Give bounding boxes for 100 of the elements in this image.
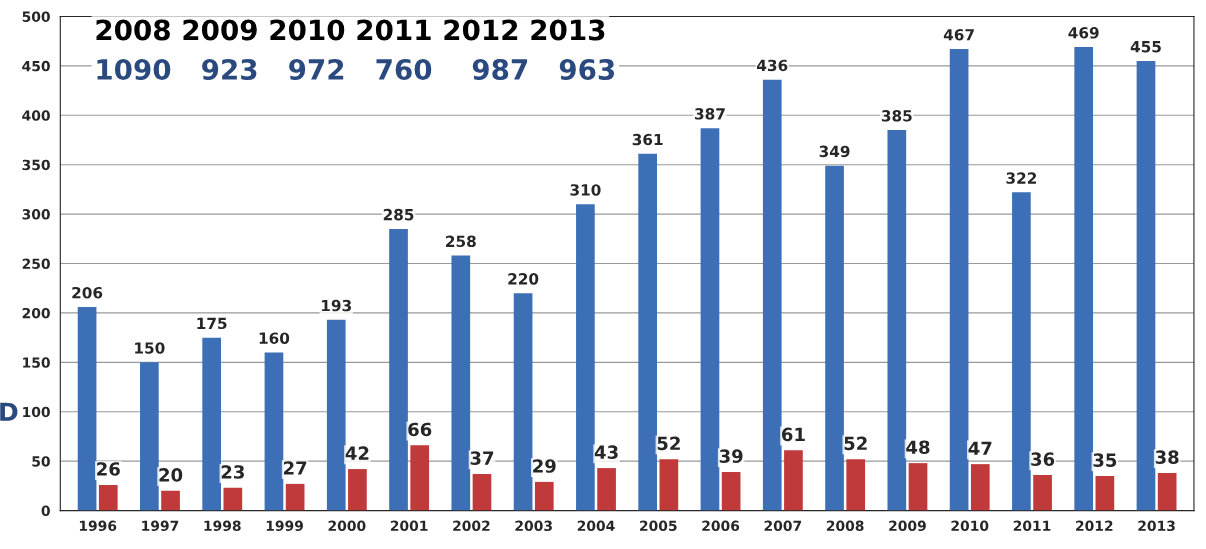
x-tick-label: 2007 xyxy=(764,520,802,532)
bar xyxy=(700,128,720,511)
bar xyxy=(1095,475,1115,511)
bar xyxy=(1074,47,1094,511)
x-tick-label: 2005 xyxy=(640,520,677,532)
data-label: 160 xyxy=(259,332,290,344)
bar xyxy=(513,293,533,511)
data-label: 47 xyxy=(968,441,992,455)
x-tick-label: 2003 xyxy=(515,520,552,532)
bar xyxy=(451,255,471,511)
bar xyxy=(202,337,221,511)
bar xyxy=(264,352,284,511)
data-label: 43 xyxy=(594,445,618,460)
bar xyxy=(1012,192,1031,511)
bar xyxy=(1157,473,1177,511)
x-tick-label: 2006 xyxy=(702,520,740,532)
bar xyxy=(472,474,492,511)
bar xyxy=(534,481,554,511)
y-tick-label: 400 xyxy=(22,110,50,121)
bar xyxy=(825,165,844,511)
bar xyxy=(846,459,866,511)
bar xyxy=(638,153,658,511)
bar xyxy=(949,49,969,511)
text: D xyxy=(0,402,18,421)
x-tick-label: 2000 xyxy=(328,520,366,532)
data-label: 37 xyxy=(470,451,494,465)
data-label: 27 xyxy=(283,461,307,475)
data-label: 39 xyxy=(719,449,743,463)
bar xyxy=(721,472,741,511)
data-label: 258 xyxy=(446,235,476,248)
x-tick-label: 1999 xyxy=(266,520,303,532)
data-label: 42 xyxy=(345,446,369,460)
x-tick-label: 1997 xyxy=(142,520,179,532)
bar xyxy=(970,464,990,511)
bar xyxy=(77,307,97,511)
data-label: 66 xyxy=(408,422,432,437)
bar xyxy=(140,362,159,511)
data-label: 20 xyxy=(159,468,183,482)
data-label: 455 xyxy=(1130,41,1161,53)
data-label: 23 xyxy=(221,465,244,479)
x-tick-label: 2004 xyxy=(577,520,615,532)
bar xyxy=(348,469,367,511)
y-tick-label: 250 xyxy=(22,258,50,269)
x-tick-label: 2002 xyxy=(453,520,490,532)
data-label: 436 xyxy=(756,59,788,72)
data-label: 322 xyxy=(1006,172,1037,184)
bar xyxy=(285,483,305,511)
data-label: 220 xyxy=(508,273,539,285)
y-tick-label: 150 xyxy=(23,357,50,368)
data-label: 361 xyxy=(632,133,663,146)
y-tick-label: 50 xyxy=(32,456,50,467)
bar xyxy=(659,459,679,511)
x-tick-label: 2009 xyxy=(889,520,926,532)
x-tick-label: 1998 xyxy=(204,520,241,532)
data-label: 38 xyxy=(1155,450,1179,464)
data-label: 48 xyxy=(906,440,930,455)
bar xyxy=(597,468,616,511)
bar xyxy=(908,463,928,511)
data-label: 35 xyxy=(1093,453,1117,467)
y-tick-label: 100 xyxy=(23,406,50,418)
y-tick-label: 500 xyxy=(22,11,50,22)
y-tick-label: 350 xyxy=(22,159,50,171)
x-tick-label: 2013 xyxy=(1138,520,1175,532)
data-label: 469 xyxy=(1068,27,1099,39)
data-label: 26 xyxy=(97,462,120,476)
data-label: 385 xyxy=(881,110,912,122)
data-label: 285 xyxy=(383,208,414,221)
bar xyxy=(410,445,430,511)
data-label: 206 xyxy=(72,286,103,299)
data-label: 52 xyxy=(844,436,867,451)
data-label: 193 xyxy=(322,299,351,312)
bar xyxy=(1033,474,1052,511)
x-tick-label: 2012 xyxy=(1076,520,1113,532)
bar xyxy=(576,204,595,511)
x-tick-label: 2011 xyxy=(1013,520,1051,532)
bar xyxy=(223,487,243,511)
y-tick-label: 300 xyxy=(22,209,50,220)
x-tick-label: 2008 xyxy=(826,520,864,532)
y-tick-label: 200 xyxy=(22,307,50,319)
data-label: 36 xyxy=(1031,452,1055,466)
data-label: 61 xyxy=(781,427,805,442)
bar xyxy=(1136,60,1156,511)
y-tick-label: 450 xyxy=(22,60,50,72)
annotation: 1090 923 972 760 987 963 xyxy=(97,58,615,80)
bar xyxy=(326,319,346,511)
bar xyxy=(161,490,180,511)
bar xyxy=(887,130,907,511)
x-tick-label: 2010 xyxy=(951,520,989,532)
data-label: 387 xyxy=(695,108,725,120)
annotation: 2008 2009 2010 2011 2012 2013 xyxy=(96,19,605,41)
data-label: 29 xyxy=(533,459,556,473)
x-tick-label: 1996 xyxy=(79,520,117,532)
data-label: 52 xyxy=(657,436,680,451)
data-label: 349 xyxy=(819,145,850,158)
data-label: 150 xyxy=(135,342,165,354)
data-label: 310 xyxy=(570,184,601,196)
bar xyxy=(98,484,118,511)
bar xyxy=(784,450,803,511)
x-tick-label: 2001 xyxy=(390,520,428,532)
data-label: 467 xyxy=(943,29,974,41)
